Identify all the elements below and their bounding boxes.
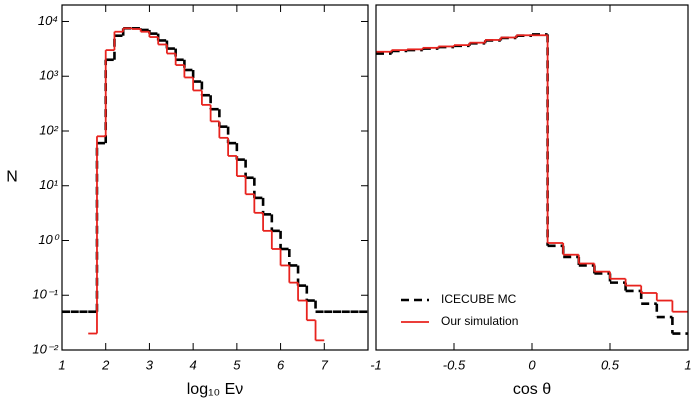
legend-label: ICECUBE MC bbox=[441, 292, 517, 306]
x-tick-label: 6 bbox=[277, 357, 285, 372]
x-tick-label: 0 bbox=[528, 357, 536, 372]
y-tick-label: 10⁻¹ bbox=[32, 287, 58, 302]
x-tick-label: 7 bbox=[321, 357, 329, 372]
x-tick-label: 1 bbox=[684, 357, 691, 372]
x-tick-label: 1 bbox=[58, 357, 65, 372]
x-tick-label: 4 bbox=[190, 357, 197, 372]
legend-label: Our simulation bbox=[441, 314, 518, 328]
x-axis-label: log₁₀ Eν bbox=[187, 381, 244, 398]
y-axis-label: N bbox=[6, 169, 18, 186]
x-tick-label: -1 bbox=[370, 357, 382, 372]
x-tick-label: 2 bbox=[101, 357, 110, 372]
y-tick-label: 10⁻² bbox=[32, 341, 58, 356]
y-tick-label: 10⁴ bbox=[38, 13, 58, 28]
x-tick-label: 3 bbox=[146, 357, 154, 372]
y-tick-label: 10¹ bbox=[39, 177, 58, 192]
plot-frame bbox=[375, 4, 689, 351]
y-tick-label: 10³ bbox=[39, 68, 58, 83]
x-tick-label: -0.5 bbox=[443, 357, 466, 372]
y-tick-label: 10⁰ bbox=[38, 232, 59, 247]
plot-frame bbox=[61, 4, 369, 351]
x-axis-label: cos θ bbox=[513, 381, 551, 398]
x-tick-label: 0.5 bbox=[601, 357, 620, 372]
x-tick-label: 5 bbox=[233, 357, 241, 372]
y-tick-label: 10² bbox=[39, 122, 58, 137]
